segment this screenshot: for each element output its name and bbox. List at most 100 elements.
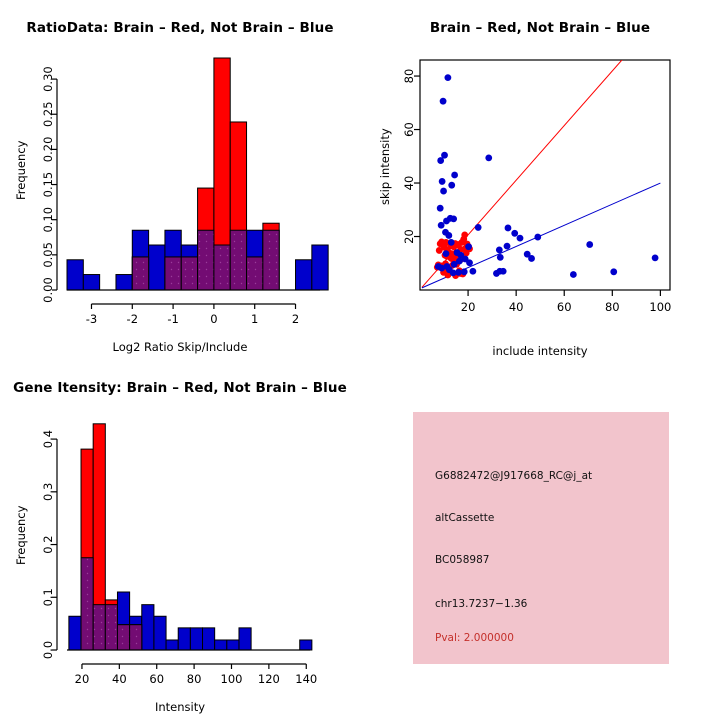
histogram-bar-not-brain (82, 274, 101, 291)
scatter-point-not-brain (503, 242, 511, 250)
histogram-bar-overlap (129, 624, 143, 651)
histogram-bar-overlap (104, 604, 118, 651)
histogram-bar-not-brain (202, 627, 216, 651)
scatter-point-not-brain (450, 215, 458, 223)
x-axis-tick-label: 0 (210, 312, 217, 326)
scatter-point-not-brain (460, 268, 468, 276)
panel-scatter: Brain – Red, Not Brain – Blue 20 40 60 80 20… (360, 0, 720, 360)
y-axis-tick-label: 0.10 (41, 207, 55, 233)
histogram-bar-overlap (164, 256, 182, 291)
scatter-point-not-brain (456, 257, 463, 265)
scatter-point-not-brain (485, 154, 493, 162)
scatter-point-not-brain (516, 234, 524, 242)
scatter-point-not-brain (434, 263, 442, 270)
ratio-histogram-xlabel: Log2 Ratio Skip/Include (112, 340, 248, 354)
y-axis-tick-label: 0.4 (41, 430, 55, 448)
scatter-point-not-brain (569, 271, 577, 278)
histogram-bar-not-brain (68, 615, 82, 651)
scatter-point-not-brain (436, 204, 444, 212)
scatter-point-not-brain (445, 266, 453, 274)
x-axis-tick-label: 2 (292, 312, 299, 326)
scatter-point-not-brain (511, 229, 519, 237)
x-axis-tick-label: 20 (75, 672, 90, 686)
scatter-point-not-brain (437, 157, 445, 164)
histogram-bar-overlap (197, 229, 215, 291)
histogram-bar-not-brain (148, 244, 166, 291)
histogram-bar-overlap (180, 256, 199, 291)
scatter-point-not-brain (523, 250, 531, 258)
scatter-point-not-brain (457, 251, 465, 259)
y-axis-tick-label: 0.3 (41, 483, 55, 501)
x-axis-tick-label: 1 (251, 312, 258, 326)
y-axis-tick-label: 0.05 (41, 242, 55, 268)
histogram-bar-not-brain (214, 639, 228, 651)
histogram-bar-overlap (246, 256, 264, 291)
scatter-point-not-brain (448, 181, 456, 189)
histogram-bar-overlap (92, 604, 106, 651)
scatter-plot-frame (419, 59, 671, 291)
info-panel-background (413, 412, 669, 664)
histogram-bar-not-brain (226, 639, 240, 651)
scatter-plot: 20 40 60 80 20 40 60 80 100 (402, 59, 671, 314)
x-axis-tick-label: -3 (86, 312, 97, 326)
x-axis-tick-label: 80 (187, 672, 202, 686)
panel-info: G6882472@J917668_RC@j_at altCassette BC0… (360, 360, 720, 720)
y-axis-tick-label: 0.15 (41, 172, 55, 198)
scatter-point-not-brain (469, 267, 477, 275)
y-axis-tick-label: 20 (402, 229, 416, 244)
scatter-point-not-brain (496, 253, 504, 261)
panel-gene-histogram: Gene Itensity: Brain – Red, Not Brain – … (0, 360, 360, 720)
scatter-point-not-brain (610, 268, 618, 276)
scatter-point-not-brain (534, 233, 542, 241)
info-gene-id: G6882472@J917668_RC@j_at (435, 470, 593, 482)
info-pval: Pval: 2.000000 (435, 632, 514, 644)
histogram-bar-not-brain (115, 274, 133, 291)
ratio-histogram-ylabel: Frequency (14, 140, 28, 200)
info-event-type: altCassette (435, 512, 495, 524)
gene-histogram-xlabel: Intensity (154, 700, 206, 714)
scatter-point-not-brain (451, 171, 459, 179)
x-axis-tick-label: 120 (258, 672, 280, 686)
scatter-point-not-brain (442, 250, 450, 258)
x-axis-tick-label: 140 (295, 672, 317, 686)
scatter-point-not-brain (465, 243, 472, 251)
y-axis-tick-label: 80 (402, 69, 416, 84)
scatter-point-not-brain (444, 74, 452, 82)
scatter-point-brain (444, 271, 452, 279)
scatter-point-not-brain (437, 221, 445, 229)
y-axis-tick-label: 0.25 (41, 101, 55, 127)
y-axis-tick-label: 0.2 (41, 535, 55, 553)
info-locus: chr13.7237−1.36 (435, 598, 528, 610)
histogram-bar-overlap (213, 244, 231, 291)
histogram-bar-not-brain (238, 627, 252, 651)
scatter-point-not-brain (499, 267, 507, 275)
x-axis-tick-label: 100 (649, 300, 671, 314)
scatter-point-not-brain (440, 187, 447, 195)
histogram-bar-not-brain (295, 259, 313, 291)
scatter-point-not-brain (495, 246, 503, 254)
histogram-bar-overlap (116, 624, 131, 651)
x-axis-tick-label: -2 (127, 312, 138, 326)
scatter-point-not-brain (455, 268, 462, 276)
histogram-bar-overlap (262, 229, 280, 291)
gene-histogram-ylabel: Frequency (14, 505, 28, 565)
histogram-bar-not-brain (177, 627, 191, 651)
histogram-bar-not-brain (311, 244, 329, 291)
panel-ratio-histogram: RatioData: Brain – Red, Not Brain – Blue… (0, 0, 360, 360)
x-axis-tick-label: 40 (112, 672, 127, 686)
y-axis-tick-label: 0.30 (41, 66, 55, 92)
gene-histogram-plot: 0.0 0.1 0.2 0.3 0.4 20 40 60 80 100 120 140 (41, 423, 317, 686)
y-axis-tick-label: 0.0 (41, 641, 55, 659)
x-axis-tick-label: 20 (461, 300, 476, 314)
histogram-bar-not-brain (153, 615, 167, 651)
histogram-bar-overlap (131, 256, 150, 291)
ratio-histogram-title: RatioData: Brain – Red, Not Brain – Blue (26, 20, 334, 36)
scatter-point-not-brain (450, 260, 458, 268)
scatter-point-not-brain (586, 241, 594, 248)
scatter-point-brain (435, 247, 443, 254)
scatter-point-brain (462, 249, 470, 257)
scatter-point-not-brain (528, 255, 535, 262)
scatter-ylabel: skip intensity (378, 128, 392, 205)
scatter-point-not-brain (445, 232, 453, 239)
